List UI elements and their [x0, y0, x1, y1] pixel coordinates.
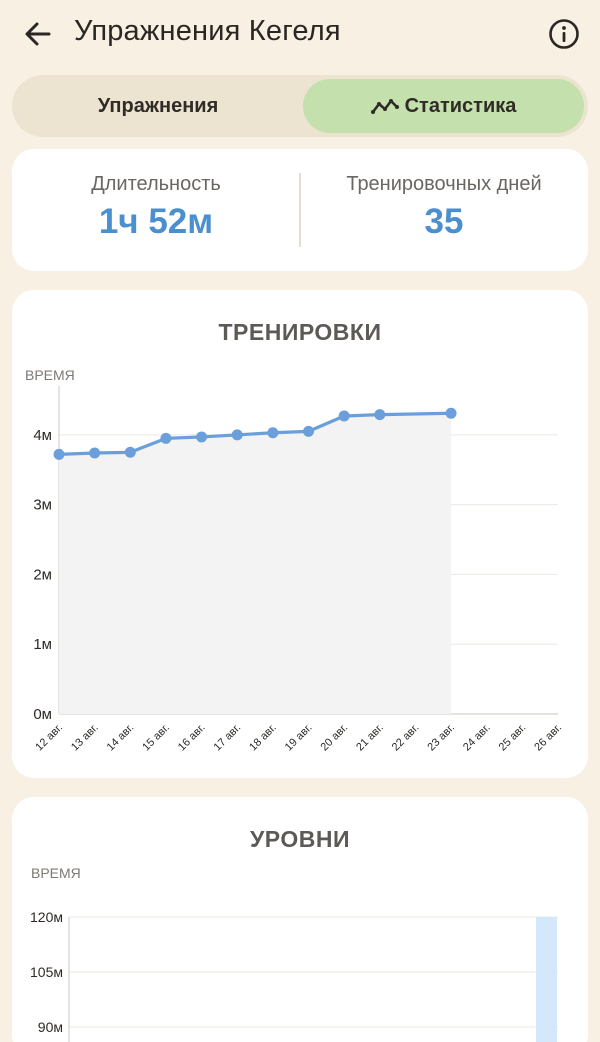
x-tick-label: 23 авг. [425, 722, 457, 754]
x-tick-label: 16 авг. [176, 722, 208, 754]
back-button[interactable] [18, 14, 58, 54]
data-point [196, 431, 208, 443]
y-tick-label: 120м [30, 909, 63, 925]
arrow-left-icon [25, 22, 51, 46]
info-button[interactable] [544, 14, 584, 54]
x-tick-label: 18 авг. [247, 722, 279, 754]
duration-stat: Длительность 1ч 52м [12, 173, 300, 242]
x-tick-label: 24 авг. [461, 722, 493, 754]
data-point [374, 409, 386, 421]
data-point [160, 432, 172, 444]
trainings-chart: 0м 1м 2м 3м 4м 12 авг. 13 авг. 14 авг. 15 авг. 16… [33, 386, 564, 754]
page-title: Упражнения Кегеля [74, 15, 341, 47]
tab-exercises[interactable]: Упражнения [16, 79, 300, 133]
levels-chart-title: УРОВНИ [250, 826, 350, 852]
x-tick-label: 22 авг. [390, 722, 422, 754]
x-tick-label: 15 авг. [140, 722, 172, 754]
trend-chart-icon [370, 96, 399, 116]
x-tick-label: 20 авг. [318, 722, 350, 754]
levels-chart-card: УРОВНИ ВРЕМЯ 120м 105м 90м [12, 797, 588, 1042]
summary-card: Длительность 1ч 52м Тренировочных дней 3… [12, 149, 588, 271]
tab-statistics[interactable]: Статистика [303, 79, 584, 133]
data-point [53, 448, 65, 460]
levels-y-axis-label: ВРЕМЯ [31, 865, 81, 881]
y-tick-label: 0м [33, 706, 52, 723]
x-tick-label: 19 авг. [283, 722, 315, 754]
y-tick-label: 3м [33, 497, 52, 514]
tab-switcher: Упражнения Статистика [12, 75, 588, 137]
training-days-value: 35 [424, 202, 464, 241]
duration-label: Длительность [91, 173, 221, 195]
y-tick-label: 4м [33, 427, 52, 444]
x-tick-label: 14 авг. [105, 722, 137, 754]
data-point [338, 410, 350, 422]
trainings-y-axis-label: ВРЕМЯ [25, 367, 75, 383]
tab-statistics-label: Статистика [404, 94, 517, 117]
trainings-chart-card: ТРЕНИРОВКИ ВРЕМЯ 0м 1м 2м 3м 4м 12 авг. 13 авг… [12, 290, 588, 778]
y-tick-label: 105м [30, 964, 63, 980]
x-tick-label: 13 авг. [69, 722, 101, 754]
data-point [89, 447, 101, 459]
x-tick-label: 26 авг. [532, 722, 564, 754]
data-point [231, 429, 243, 441]
divider [299, 173, 301, 247]
x-tick-label: 17 авг. [212, 722, 244, 754]
bar [536, 917, 557, 1042]
training-days-stat: Тренировочных дней 35 [300, 173, 588, 242]
data-point [124, 446, 136, 458]
tab-exercises-label: Упражнения [97, 94, 219, 117]
app-bar: Упражнения Кегеля [0, 0, 600, 68]
x-tick-label: 25 авг. [497, 722, 529, 754]
duration-value: 1ч 52м [98, 202, 214, 241]
y-tick-label: 2м [33, 566, 52, 583]
area-fill [59, 413, 452, 714]
levels-chart: 120м 105м 90м [30, 909, 558, 1042]
info-icon [549, 19, 579, 49]
x-tick-label: 21 авг. [354, 722, 386, 754]
data-point [303, 425, 314, 437]
data-point [445, 407, 457, 419]
trainings-chart-title: ТРЕНИРОВКИ [218, 319, 382, 345]
data-point [267, 427, 279, 439]
y-tick-label: 90м [38, 1019, 63, 1035]
training-days-label: Тренировочных дней [346, 173, 542, 195]
y-tick-label: 1м [33, 636, 52, 653]
x-tick-label: 12 авг. [33, 722, 65, 754]
